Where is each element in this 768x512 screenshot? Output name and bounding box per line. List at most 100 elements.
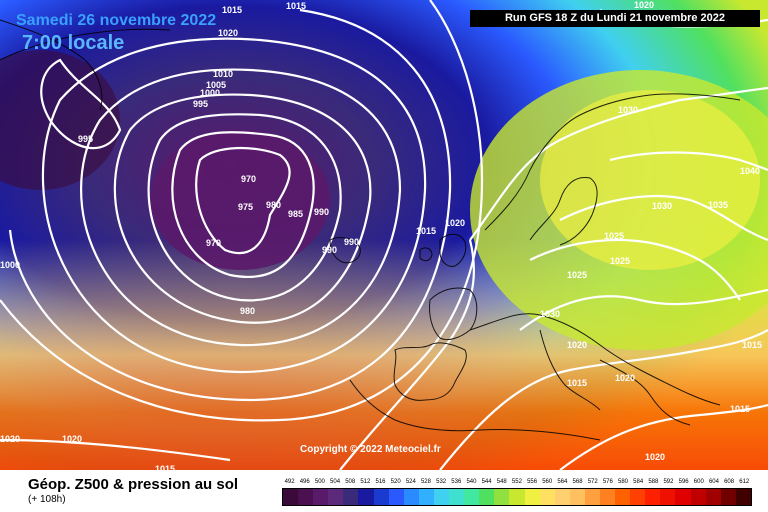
scale-swatch <box>585 489 600 505</box>
isobar-label: 1030 <box>540 309 560 319</box>
scale-tick-label: 548 <box>494 476 509 488</box>
legend-title: Géop. Z500 & pression au sol <box>28 476 238 493</box>
scale-tick-label: 544 <box>479 476 494 488</box>
scale-tick-label: 560 <box>540 476 555 488</box>
scale-tick-label: 576 <box>600 476 615 488</box>
run-info: Run GFS 18 Z du Lundi 21 novembre 2022 <box>470 10 760 27</box>
scale-tick-label: 536 <box>449 476 464 488</box>
scale-tick-label: 556 <box>525 476 540 488</box>
scale-tick-label: 572 <box>585 476 600 488</box>
scale-swatches <box>282 488 752 506</box>
map-canvas <box>0 0 768 470</box>
scale-ticks: 492 496 500 504 508 512 516 520 524 528 532 536 540 5… <box>282 476 752 488</box>
isobar-label: 1000 <box>0 260 20 270</box>
scale-swatch <box>464 489 479 505</box>
scale-swatch <box>555 489 570 505</box>
isobar-label: 1020 <box>445 218 465 228</box>
scale-swatch <box>419 489 434 505</box>
isobar-label: 1025 <box>604 231 624 241</box>
scale-swatch <box>675 489 690 505</box>
isobar-label: 995 <box>193 99 208 109</box>
scale-tick-label: 568 <box>570 476 585 488</box>
scale-swatch <box>509 489 524 505</box>
scale-swatch <box>494 489 509 505</box>
scale-swatch <box>721 489 736 505</box>
isobar-label: 970 <box>241 174 256 184</box>
isobar-label: 1015 <box>742 340 762 350</box>
scale-tick-label: 604 <box>706 476 721 488</box>
isobar-label: 995 <box>78 134 93 144</box>
isobar-label: 1020 <box>615 373 635 383</box>
scale-swatch <box>328 489 343 505</box>
scale-swatch <box>358 489 373 505</box>
scale-tick-label: 532 <box>434 476 449 488</box>
scale-tick-label: 592 <box>661 476 676 488</box>
scale-tick-label: 600 <box>691 476 706 488</box>
color-scale: 492 496 500 504 508 512 516 520 524 528 532 536 540 5… <box>282 476 752 508</box>
isobar-label: 970 <box>206 238 221 248</box>
isobar-label: 1020 <box>567 340 587 350</box>
scale-tick-label: 608 <box>722 476 737 488</box>
isobar-label: 1020 <box>62 434 82 444</box>
legend-footer: Géop. Z500 & pression au sol (+ 108h) 49… <box>0 470 768 512</box>
isobar-label: 1040 <box>740 166 760 176</box>
isobar-label: 1020 <box>634 0 654 10</box>
scale-swatch <box>736 489 751 505</box>
isobar-label: 1015 <box>730 404 750 414</box>
isobar-label: 1010 <box>213 69 233 79</box>
scale-tick-label: 496 <box>297 476 312 488</box>
scale-swatch <box>645 489 660 505</box>
scale-tick-label: 596 <box>676 476 691 488</box>
scale-swatch <box>479 489 494 505</box>
scale-tick-label: 524 <box>403 476 418 488</box>
scale-tick-label: 540 <box>464 476 479 488</box>
isobar-label: 1020 <box>218 28 238 38</box>
scale-tick-label: 500 <box>312 476 327 488</box>
scale-swatch <box>283 489 298 505</box>
scale-tick-label: 552 <box>509 476 524 488</box>
scale-tick-label: 508 <box>343 476 358 488</box>
scale-tick-label: 588 <box>646 476 661 488</box>
scale-tick-label: 516 <box>373 476 388 488</box>
scale-swatch <box>313 489 328 505</box>
scale-swatch <box>374 489 389 505</box>
scale-swatch <box>615 489 630 505</box>
isobar-label: 1020 <box>645 452 665 462</box>
scale-swatch <box>570 489 585 505</box>
scale-swatch <box>404 489 419 505</box>
scale-swatch <box>691 489 706 505</box>
scale-swatch <box>706 489 721 505</box>
isobar-label: 990 <box>344 237 359 247</box>
local-time: 7:00 locale <box>22 32 124 55</box>
scale-swatch <box>434 489 449 505</box>
scale-tick-label: 520 <box>388 476 403 488</box>
isobar-label: 1035 <box>708 200 728 210</box>
scale-swatch <box>298 489 313 505</box>
scale-swatch <box>660 489 675 505</box>
isobar-label: 1025 <box>567 270 587 280</box>
scale-tick-label: 584 <box>631 476 646 488</box>
isobar-label: 1030 <box>618 105 638 115</box>
scale-swatch <box>389 489 404 505</box>
isobar-label: 1020 <box>0 434 20 444</box>
isobar-label: 1015 <box>222 5 242 15</box>
scale-swatch <box>343 489 358 505</box>
scale-swatch <box>630 489 645 505</box>
legend-subtitle: (+ 108h) <box>28 494 66 505</box>
scale-swatch <box>540 489 555 505</box>
isobar-label: 985 <box>288 209 303 219</box>
isobar-label: 1015 <box>286 1 306 11</box>
isobar-label: 1000 <box>200 88 220 98</box>
isobar-label: 990 <box>314 207 329 217</box>
copyright: Copyright © 2022 Meteociel.fr <box>300 444 441 455</box>
isobar-label: 975 <box>238 202 253 212</box>
weather-map: Samedi 26 novembre 2022 7:00 locale Run … <box>0 0 768 470</box>
scale-tick-label: 564 <box>555 476 570 488</box>
isobar-label: 1015 <box>416 226 436 236</box>
scale-swatch <box>525 489 540 505</box>
isobar-label: 980 <box>266 200 281 210</box>
isobar-label: 1030 <box>652 201 672 211</box>
scale-tick-label: 528 <box>418 476 433 488</box>
isobar-label: 1025 <box>610 256 630 266</box>
scale-tick-label: 512 <box>358 476 373 488</box>
